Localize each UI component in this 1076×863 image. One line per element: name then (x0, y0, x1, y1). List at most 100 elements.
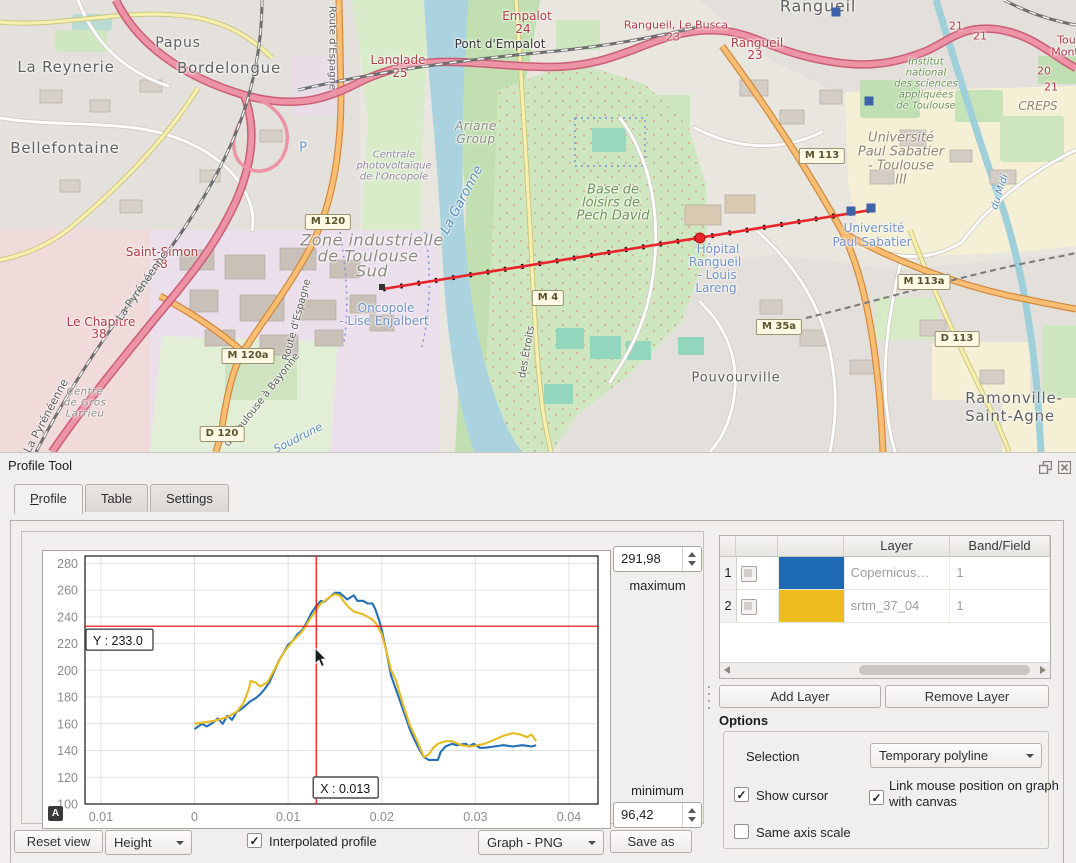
map-label: des Étroits (517, 325, 537, 379)
header-band-field[interactable]: Band/Field (950, 536, 1050, 556)
map-label: Centrale (373, 150, 416, 161)
layer-band[interactable]: 1 (950, 590, 1050, 622)
layer-name[interactable]: Copernicus… (845, 557, 951, 589)
height-combobox[interactable]: Height (105, 830, 192, 855)
map-label: national (906, 68, 947, 79)
map-label: La Garonne (438, 163, 487, 236)
map-label: des sciences (894, 79, 958, 90)
float-icon[interactable] (1039, 461, 1052, 474)
map-label: du Midi (989, 173, 1011, 211)
road-ref-badge: D 120 (200, 426, 245, 442)
interpolated-profile-label: Interpolated profile (269, 834, 377, 849)
map-label: Centre (67, 387, 104, 398)
profile-tab-pane: 1001201401601802002202402602800.0100.010… (10, 520, 1064, 863)
layers-table[interactable]: Layer Band/Field 1 Copernicus… 1 2 srtm_… (719, 535, 1051, 679)
show-cursor-checkbox[interactable]: ✓ (734, 787, 749, 802)
layers-table-header: Layer Band/Field (720, 536, 1050, 557)
same-axis-checkbox[interactable] (734, 824, 749, 839)
splitter-handle[interactable] (707, 681, 711, 721)
spin-up-icon[interactable] (688, 552, 696, 557)
map-label: Paul Sabatier (858, 145, 944, 160)
add-layer-button[interactable]: Add Layer (719, 685, 881, 708)
horizontal-scrollbar[interactable] (720, 662, 1050, 678)
scroll-left-icon[interactable] (724, 666, 730, 674)
spin-buttons[interactable] (682, 547, 701, 571)
map-canvas[interactable]: PapusLa ReynerieBordelongueBellefontaine… (0, 0, 1076, 452)
map-label: Université (844, 221, 905, 235)
map-label: Mont (1051, 46, 1076, 59)
map-label: Paul Sabatier (832, 235, 911, 249)
tab-settings[interactable]: Settings (150, 484, 229, 512)
x-tick-label: 0.03 (463, 810, 487, 824)
plot-frame: 1001201401601802002202402602800.0100.010… (21, 531, 704, 824)
road-ref-badge: M 4 (532, 290, 564, 306)
road-ref-badge: M 120 (305, 214, 351, 230)
x-tick-label: 0.01 (89, 810, 113, 824)
close-icon[interactable] (1058, 461, 1071, 474)
map-labels-layer: PapusLa ReynerieBordelongueBellefontaine… (0, 0, 1076, 452)
scroll-right-icon[interactable] (1040, 666, 1046, 674)
map-label: Group (456, 132, 495, 146)
road-ref-badge: M 113 (799, 148, 845, 164)
x-value-label: X : 0.013 (320, 782, 370, 796)
header-layer[interactable]: Layer (844, 536, 950, 556)
spin-down-icon[interactable] (688, 561, 696, 566)
export-format-combobox[interactable]: Graph - PNG (478, 830, 604, 855)
map-label: de l'Oncopole (360, 172, 428, 183)
maximum-spinbox[interactable]: 291,98 (613, 546, 702, 572)
remove-layer-button[interactable]: Remove Layer (885, 685, 1049, 708)
layer-color-swatch[interactable] (779, 590, 845, 622)
map-label: III (895, 173, 907, 188)
map-label: Saint-Agne (965, 407, 1055, 425)
map-label: 21 (973, 30, 987, 43)
layer-name[interactable]: srtm_37_04 (845, 590, 951, 622)
y-tick-label: 220 (57, 637, 78, 651)
profile-plot[interactable]: 1001201401601802002202402602800.0100.010… (43, 551, 610, 828)
y-tick-label: 260 (57, 584, 78, 598)
map-label: Empalot (502, 9, 552, 23)
map-label: Sud (356, 262, 388, 281)
map-label: - Lise Enjalbert (339, 314, 428, 328)
map-label: de Gros (64, 398, 106, 409)
series-1 (195, 594, 537, 757)
map-label: Pech David (577, 209, 650, 224)
spin-down-icon[interactable] (688, 817, 696, 822)
map-label: 23 (666, 31, 680, 44)
save-as-button[interactable]: Save as (610, 830, 692, 853)
x-tick-label: 0.01 (276, 810, 300, 824)
interpolated-profile-checkbox[interactable]: ✓ (247, 833, 262, 848)
table-row[interactable]: 1 Copernicus… 1 (720, 557, 1050, 590)
map-label: 25 (392, 66, 407, 80)
autoscale-button[interactable]: A (48, 806, 63, 821)
map-label: La Reynerie (17, 58, 114, 76)
map-label: Université (868, 131, 934, 146)
map-label: Papus (155, 35, 200, 51)
map-label: Pont d'Empalot (455, 37, 546, 51)
tab-profile[interactable]: Profile (14, 484, 83, 514)
y-tick-label: 140 (57, 744, 78, 758)
map-label: 20 (1037, 65, 1051, 78)
spin-buttons[interactable] (682, 803, 701, 827)
layer-checkbox[interactable] (741, 599, 757, 615)
x-tick-label: 0 (191, 810, 198, 824)
reset-view-button[interactable]: Reset view (14, 830, 103, 853)
layer-checkbox[interactable] (741, 566, 757, 582)
link-mouse-checkbox[interactable]: ✓ (869, 790, 884, 805)
map-label: Hôpital (697, 242, 740, 256)
spin-up-icon[interactable] (688, 808, 696, 813)
selection-combobox[interactable]: Temporary polyline (870, 743, 1042, 768)
qgis-profile-tool-screen: { "map": { "labels": [ {"t":"Papus","x":… (0, 0, 1076, 862)
tab-table[interactable]: Table (85, 484, 148, 512)
map-label: Route d'Espagne (327, 6, 338, 90)
map-label: appliquées (899, 90, 954, 101)
map-label: 24 (515, 22, 530, 36)
scrollbar-handle[interactable] (859, 665, 1031, 675)
table-row[interactable]: 2 srtm_37_04 1 (720, 590, 1050, 623)
layer-color-swatch[interactable] (779, 557, 845, 589)
layer-band[interactable]: 1 (950, 557, 1050, 589)
profile-chart[interactable]: 1001201401601802002202402602800.0100.010… (42, 550, 611, 829)
map-label: photovoltaïque (356, 161, 431, 172)
map-label: Rangueil (780, 0, 856, 16)
chevron-down-icon (1026, 754, 1034, 758)
minimum-spinbox[interactable]: 96,42 (613, 802, 702, 828)
